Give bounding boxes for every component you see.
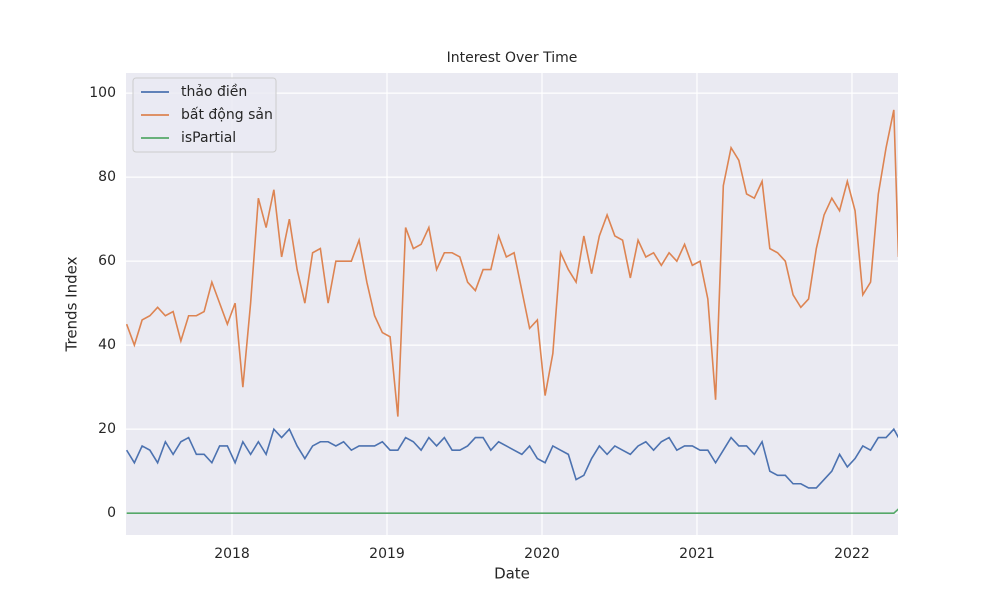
x-tick-label: 2021 <box>679 546 715 562</box>
legend-label: bất động sản <box>181 107 273 123</box>
series-line <box>126 427 898 489</box>
series-line <box>126 109 898 417</box>
legend-box <box>132 77 277 153</box>
legend-label: thảo điền <box>181 83 247 100</box>
y-tick-label: 80 <box>98 169 116 185</box>
series-line <box>126 508 898 514</box>
y-tick-label: 100 <box>89 85 116 101</box>
x-tick-label: 2020 <box>524 546 560 562</box>
y-tick-label: 40 <box>98 337 116 353</box>
x-tick-label: 2022 <box>834 546 870 562</box>
legend-label: isPartial <box>181 130 236 146</box>
y-tick-label: 60 <box>98 253 116 269</box>
y-tick-label: 20 <box>98 421 116 437</box>
x-tick-label: 2018 <box>214 546 250 562</box>
chart-title: Interest Over Time <box>447 50 578 66</box>
y-axis-label: Trends Index <box>63 256 81 352</box>
x-tick-label: 2019 <box>369 546 405 562</box>
y-tick-label: 0 <box>107 505 116 521</box>
x-axis-label: Date <box>494 565 530 583</box>
